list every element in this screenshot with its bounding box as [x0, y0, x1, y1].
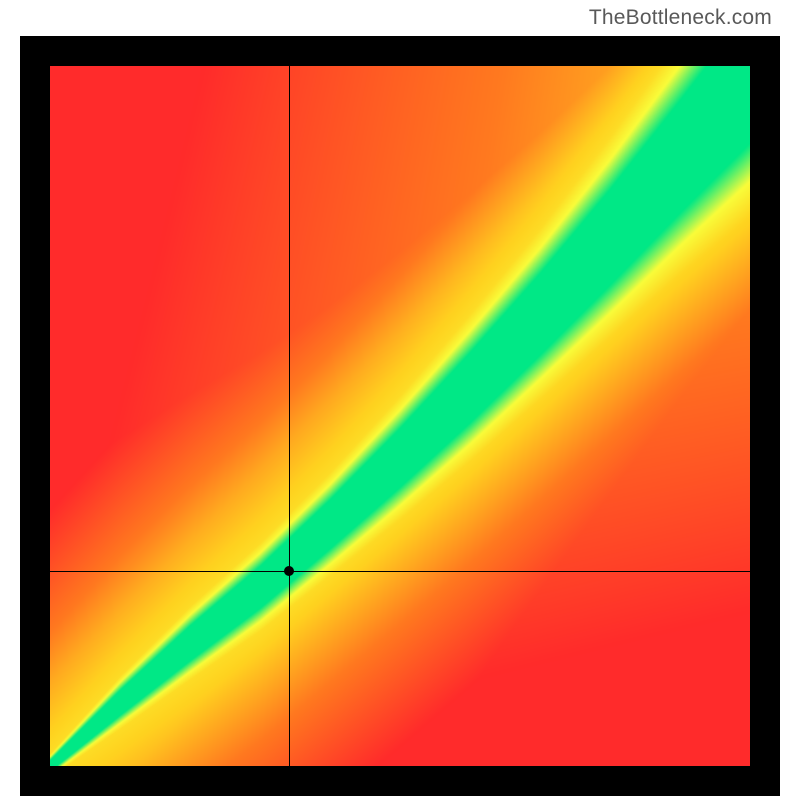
frame-right — [750, 36, 780, 796]
crosshair-vertical — [289, 66, 290, 766]
chart-container: TheBottleneck.com — [0, 0, 800, 800]
bottleneck-heatmap — [50, 66, 750, 766]
frame-left — [20, 36, 50, 796]
marker-dot — [284, 566, 294, 576]
attribution-text: TheBottleneck.com — [589, 6, 772, 30]
frame-top — [20, 36, 780, 66]
crosshair-horizontal — [50, 571, 750, 572]
frame-bottom — [20, 766, 780, 796]
